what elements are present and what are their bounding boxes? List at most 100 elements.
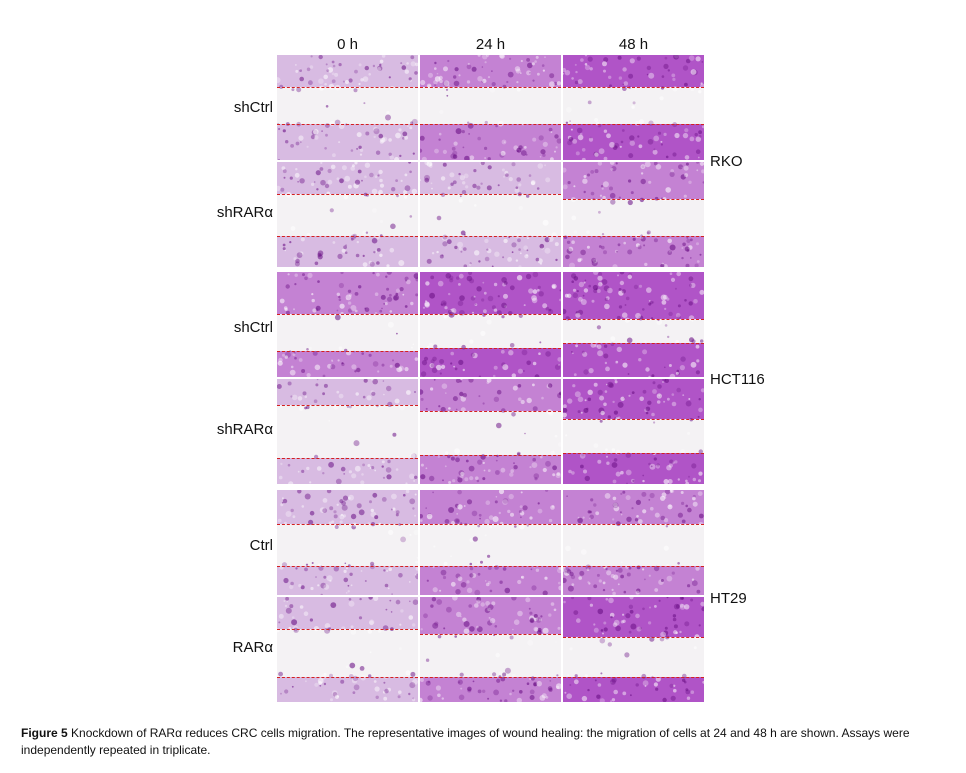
micrograph-panel: [563, 55, 704, 160]
cell-layer-upper: [420, 379, 561, 411]
cell-texture: [277, 490, 418, 595]
micrograph-panel: [420, 379, 561, 484]
cell-line-label-ht29: HT29: [710, 590, 747, 607]
wound-edge-line: [277, 86, 418, 88]
micrograph-panel: [277, 55, 418, 160]
cell-texture: [563, 272, 704, 377]
wound-edge-line: [420, 235, 561, 237]
row-label-ht29-ctrl: Ctrl: [249, 537, 273, 554]
micrograph-panel: [563, 490, 704, 595]
wound-edge-line: [277, 457, 418, 459]
wound-edge-line: [563, 418, 704, 420]
cell-texture: [277, 379, 418, 484]
cell-texture: [420, 597, 561, 702]
wound-edge-line: [277, 405, 418, 407]
wound-edge-line: [420, 633, 561, 635]
wound-edge-line: [420, 410, 561, 412]
cell-layer-lower: [420, 347, 561, 377]
cell-layer-lower: [420, 565, 561, 595]
micrograph-panel: [420, 55, 561, 160]
cell-layer-upper: [420, 55, 561, 87]
cell-layer-upper: [563, 272, 704, 320]
cell-texture: [277, 162, 418, 267]
cell-layer-lower: [277, 676, 418, 702]
figure-caption: Figure 5 Knockdown of RARα reduces CRC c…: [21, 725, 961, 759]
cell-layer-lower: [420, 676, 561, 702]
micrograph-panel: [420, 597, 561, 702]
cell-layer-upper: [277, 379, 418, 406]
micrograph-panel: [277, 379, 418, 484]
cell-texture: [563, 490, 704, 595]
cell-texture: [420, 272, 561, 377]
wound-edge-line: [277, 676, 418, 678]
cell-layer-lower: [563, 124, 704, 160]
cell-layer-lower: [420, 454, 561, 484]
wound-edge-line: [420, 676, 561, 678]
wound-edge-line: [420, 314, 561, 315]
micrograph-panel: [420, 272, 561, 377]
cell-texture: [563, 597, 704, 702]
row-label-hct116-shctrl: shCtrl: [233, 319, 273, 336]
cell-layer-upper: [277, 162, 418, 194]
row-label-hct116-shrara: shRARα: [216, 421, 273, 438]
cell-layer-upper: [420, 490, 561, 524]
row-label-ht29-rara: RARα: [232, 639, 273, 656]
cell-layer-lower: [563, 565, 704, 595]
row-label-rko-shctrl: shCtrl: [233, 99, 273, 116]
cell-layer-upper: [277, 597, 418, 629]
row-label-rko-shrara: shRARα: [216, 204, 273, 221]
time-label-24h: 24 h: [475, 36, 506, 53]
cell-layer-lower: [420, 124, 561, 160]
micrograph-panel: [420, 490, 561, 595]
micrograph-panel: [277, 490, 418, 595]
wound-edge-line: [563, 676, 704, 678]
wound-edge-line: [420, 193, 561, 195]
micrograph-panel: [277, 597, 418, 702]
cell-layer-upper: [563, 597, 704, 637]
wound-edge-line: [563, 523, 704, 525]
micrograph-panel: [277, 162, 418, 267]
wound-edge-line: [277, 350, 418, 352]
micrograph-panel: [563, 162, 704, 267]
wound-edge-line: [420, 565, 561, 567]
cell-texture: [420, 379, 561, 484]
cell-layer-upper: [563, 490, 704, 524]
wound-edge-line: [277, 628, 418, 630]
wound-edge-line: [563, 235, 704, 237]
wound-edge-line: [420, 124, 561, 126]
cell-layer-lower: [563, 235, 704, 267]
cell-texture: [563, 379, 704, 484]
wound-edge-line: [277, 124, 418, 126]
wound-edge-line: [277, 314, 418, 315]
cell-layer-upper: [420, 272, 561, 314]
cell-layer-lower: [277, 124, 418, 160]
wound-edge-line: [563, 565, 704, 567]
cell-texture: [277, 272, 418, 377]
wound-edge-line: [420, 347, 561, 349]
wound-edge-line: [277, 565, 418, 567]
cell-texture: [563, 162, 704, 267]
micrograph-panel: [563, 272, 704, 377]
micrograph-panel: [277, 272, 418, 377]
cell-texture: [420, 490, 561, 595]
cell-layer-lower: [277, 350, 418, 377]
wound-edge-line: [420, 454, 561, 456]
wound-edge-line: [563, 636, 704, 638]
cell-layer-upper: [563, 162, 704, 199]
cell-texture: [420, 162, 559, 267]
wound-edge-line: [563, 86, 704, 88]
cell-texture: [277, 55, 418, 160]
wound-edge-line: [277, 193, 418, 195]
cell-texture: [277, 597, 418, 702]
micrograph-panel: [420, 162, 561, 267]
wound-edge-line: [563, 319, 704, 321]
cell-line-label-rko: RKO: [710, 153, 743, 170]
wound-edge-line: [563, 198, 704, 200]
wound-edge-line: [277, 235, 418, 237]
wound-edge-line: [563, 452, 704, 454]
cell-layer-upper: [277, 490, 418, 524]
cell-layer-lower: [563, 343, 704, 377]
micrograph-panel: [563, 379, 704, 484]
cell-layer-lower: [277, 235, 418, 267]
time-label-0h: 0 h: [337, 36, 358, 53]
